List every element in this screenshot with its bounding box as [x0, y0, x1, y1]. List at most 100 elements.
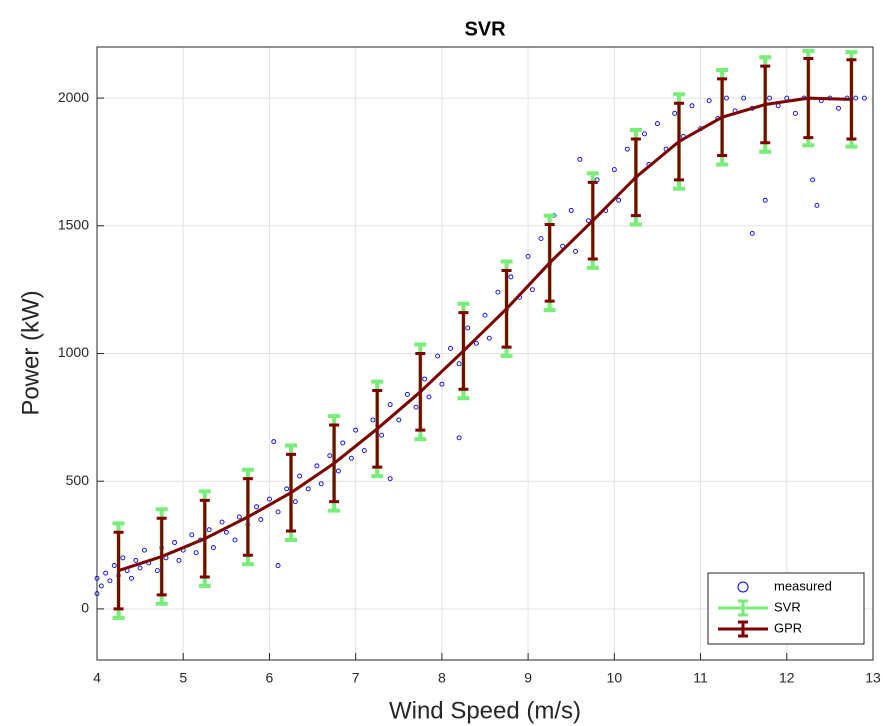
- data-point: [133, 557, 139, 563]
- data-point: [810, 177, 816, 183]
- data-point: [529, 287, 535, 293]
- data-point: [387, 476, 393, 482]
- data-point: [335, 468, 341, 474]
- data-point: [258, 517, 264, 522]
- legend-marker: [737, 581, 749, 593]
- x-tick-label: 13: [865, 670, 881, 686]
- data-point: [120, 555, 126, 561]
- data-point: [836, 105, 841, 111]
- x-tick-label: 4: [93, 670, 101, 686]
- data-point: [305, 486, 311, 492]
- data-point: [340, 440, 346, 446]
- data-point: [861, 95, 867, 101]
- data-point: [741, 95, 747, 101]
- data-point: [814, 202, 820, 208]
- data-point: [232, 537, 238, 543]
- data-point: [254, 504, 259, 510]
- data-point: [193, 550, 199, 556]
- data-point: [456, 435, 462, 441]
- data-point: [107, 578, 113, 584]
- data-point: [439, 381, 445, 387]
- data-point: [236, 514, 242, 520]
- data-point: [525, 253, 531, 259]
- x-tick-label: 10: [607, 670, 623, 686]
- data-point: [853, 95, 859, 101]
- data-point: [141, 547, 147, 553]
- data-point: [206, 527, 212, 533]
- x-tick-label: 8: [438, 670, 446, 686]
- data-point: [482, 312, 488, 318]
- data-point: [508, 274, 514, 280]
- x-axis-label: Wind Speed (m/s): [389, 697, 581, 724]
- data-point: [611, 167, 617, 173]
- legend-marker: [718, 620, 768, 638]
- data-point: [723, 95, 729, 101]
- y-tick-label: 500: [66, 472, 90, 488]
- data-point: [762, 197, 768, 203]
- data-point: [98, 583, 104, 589]
- data-point: [129, 575, 134, 581]
- data-point: [172, 540, 178, 545]
- data-point: [577, 156, 583, 162]
- data-point: [176, 557, 182, 563]
- legend: measured SVR GPR: [707, 572, 865, 645]
- data-point: [111, 563, 117, 568]
- data-point: [767, 95, 772, 101]
- data-point: [275, 509, 281, 515]
- data-point: [137, 565, 143, 571]
- data-point: [689, 103, 695, 109]
- data-point: [422, 376, 428, 382]
- data-point: [624, 146, 630, 152]
- data-point: [210, 545, 216, 551]
- legend-label: GPR: [774, 620, 802, 635]
- data-point: [361, 448, 367, 454]
- data-point: [266, 496, 272, 502]
- data-point: [219, 519, 225, 525]
- data-point: [568, 208, 574, 213]
- x-tick-label: 9: [524, 670, 532, 686]
- data-point: [292, 499, 298, 505]
- x-tick-label: 5: [179, 670, 187, 686]
- x-tick-label: 12: [779, 670, 795, 686]
- data-point: [154, 568, 160, 574]
- data-point: [749, 231, 755, 236]
- legend-label: measured: [774, 578, 832, 593]
- x-tick-label: 11: [693, 670, 708, 686]
- marks: [94, 48, 867, 620]
- chart-title: SVR: [464, 18, 506, 40]
- data-point: [586, 218, 591, 224]
- data-point: [404, 391, 410, 397]
- data-point: [792, 110, 798, 116]
- y-tick-label: 2000: [58, 89, 89, 105]
- data-point: [327, 453, 333, 459]
- legend-label: SVR: [774, 599, 801, 614]
- data-point: [223, 529, 229, 535]
- y-tick-label: 1500: [58, 216, 89, 232]
- data-point: [297, 473, 303, 479]
- x-tick-label: 6: [266, 670, 274, 686]
- data-point: [616, 197, 622, 203]
- data-point: [573, 248, 578, 254]
- data-point: [379, 432, 384, 438]
- data-point: [271, 439, 277, 445]
- data-point: [370, 417, 376, 423]
- data-point: [426, 394, 432, 400]
- x-tick-label: 7: [352, 670, 360, 686]
- y-tick-label: 0: [81, 600, 89, 616]
- data-point: [538, 236, 544, 242]
- data-point: [353, 427, 359, 433]
- data-point: [314, 463, 320, 469]
- data-point: [706, 98, 712, 104]
- data-point: [495, 289, 501, 295]
- data-point: [448, 345, 453, 351]
- data-point: [654, 121, 660, 127]
- legend-marker: [718, 599, 768, 617]
- data-point: [435, 353, 441, 359]
- ticks: 4 5 6 7 8 9 10 11 12 13 0 500 1000 1500 2000: [58, 89, 881, 686]
- data-point: [642, 131, 647, 137]
- data-point: [318, 481, 324, 487]
- data-point: [396, 417, 402, 423]
- data-point: [348, 455, 354, 461]
- data-point: [284, 486, 290, 492]
